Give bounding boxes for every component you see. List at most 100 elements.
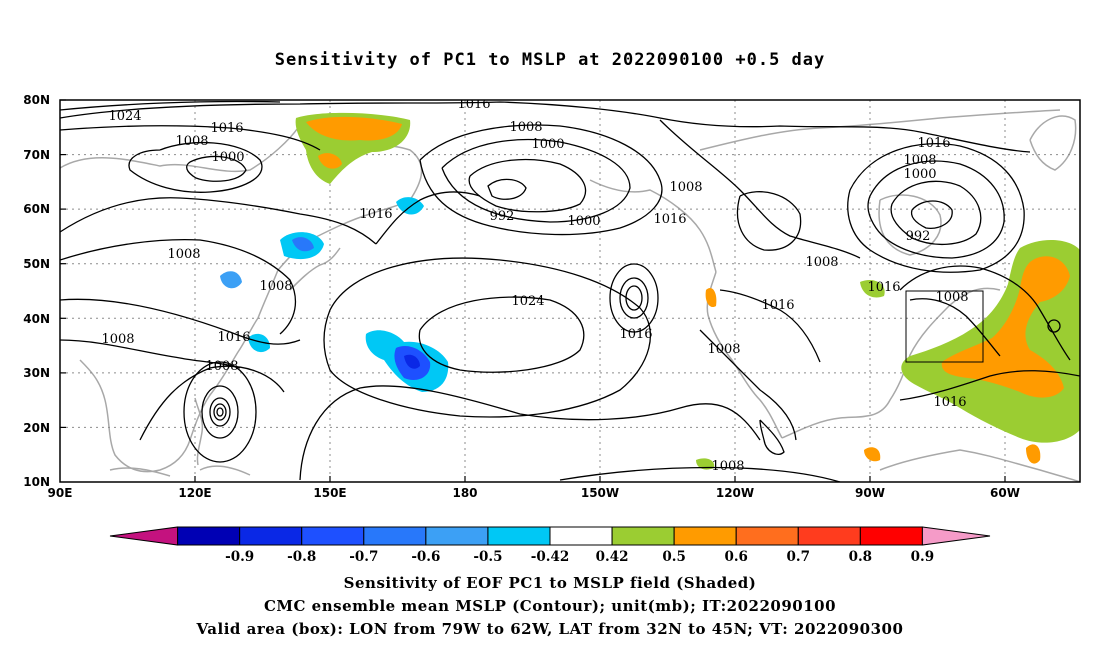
contour-label: 1000 [567, 214, 600, 229]
caption-line-1: Sensitivity of EOF PC1 to MSLP field (Sh… [343, 574, 757, 592]
contour-1016-baja [759, 419, 785, 455]
lat-label: 80N [23, 93, 50, 107]
positive-patch-east-siberia-core [306, 116, 402, 141]
contour-label: 1016 [653, 212, 686, 227]
colorbar-swatch [425, 526, 489, 546]
caption-line-2: CMC ensemble mean MSLP (Contour); unit(m… [263, 597, 837, 615]
colorbar-label: -0.7 [349, 549, 378, 565]
contour-pacific-low-1000 [441, 138, 631, 223]
colorbar-swatch [363, 526, 427, 546]
coastline-philippines [194, 397, 204, 466]
colorbar-label: -0.9 [225, 549, 254, 565]
contour-label: 1008 [205, 359, 238, 374]
colorbar-label: 0.42 [596, 549, 629, 565]
lon-label: 120W [716, 486, 754, 500]
colorbar-swatch [797, 526, 861, 546]
coastline-alaska [589, 179, 717, 273]
colorbar-label: -0.8 [287, 549, 316, 565]
coastline-japan [289, 247, 341, 291]
contour-1024-north [60, 100, 281, 111]
colorbar-swatch [487, 526, 551, 546]
lon-label: 120E [178, 486, 211, 500]
contour-label: 1008 [707, 342, 740, 357]
negative-patch-korea [248, 333, 270, 353]
lon-label: 180 [452, 486, 477, 500]
contour-1008-south [139, 365, 285, 441]
lat-label: 60N [23, 202, 50, 216]
colorbar-swatch [673, 526, 737, 546]
negative-patch-okhotsk-core [292, 237, 314, 252]
contour-1016-gulf [659, 119, 861, 259]
positive-patch-atlantic-south [860, 279, 885, 298]
colorbar-swatch-high [921, 526, 991, 546]
coastline-na-east [781, 287, 1001, 439]
contour-label: 1008 [805, 255, 838, 270]
contour-label: 1016 [917, 136, 950, 151]
contour-1016-north [60, 101, 1031, 153]
latitude-labels: 80N 70N 60N 50N 40N 30N 20N 10N [23, 93, 50, 489]
contour-1016-south [299, 385, 761, 481]
contour-1016-asia [60, 298, 301, 345]
contour-label: 1000 [211, 150, 244, 165]
colorbar-label: -0.6 [411, 549, 440, 565]
positive-patch-south-atlantic [1026, 444, 1041, 464]
contour-pacific-low-outer [419, 124, 663, 236]
colorbar-swatch [735, 526, 799, 546]
contour-1008-siberia [60, 239, 297, 335]
colorbar: -0.9 -0.8 -0.7 -0.6 -0.5 -0.42 0.42 0.5 0.6 0.7 0.… [109, 526, 991, 565]
contour-label: 1024 [511, 294, 544, 309]
contour-1008-west [128, 142, 263, 193]
colorbar-swatch [177, 526, 241, 546]
contour-label: 1016 [761, 298, 794, 313]
contour-1016-jpn [375, 191, 481, 245]
contour-label: 1016 [210, 121, 243, 136]
lat-label: 10N [23, 475, 50, 489]
lat-label: 50N [23, 257, 50, 271]
colorbar-label: 0.8 [849, 549, 873, 565]
contour-label: 1008 [259, 279, 292, 294]
contour-label: 1008 [101, 332, 134, 347]
contour-label: 1016 [217, 330, 250, 345]
contour-atlantic-low-inner [910, 200, 953, 229]
lat-label: 40N [23, 312, 50, 326]
contour-1016-atlantic [899, 265, 1071, 361]
lon-label: 90E [48, 486, 73, 500]
contour-atlantic-low-992 [890, 180, 982, 246]
lon-label: 150W [581, 486, 619, 500]
mslp-contours [60, 100, 1080, 482]
axis-ticks [60, 99, 1006, 482]
negative-patch-manchuria [220, 271, 242, 289]
contour-1024-high [418, 296, 585, 373]
negative-patch-pacific-inner [404, 354, 420, 369]
contour-1008-na [736, 191, 802, 251]
contour-1016-na-west [719, 289, 821, 363]
contour-atlantic-low-outer [847, 143, 1025, 273]
contour-label: 1016 [867, 280, 900, 295]
colorbar-label: 0.6 [724, 549, 748, 565]
coastline-arctic [699, 109, 1061, 151]
atlantic-high-ring [1047, 319, 1061, 333]
caption-line-3: Valid area (box): LON from 79W to 62W, L… [196, 620, 904, 638]
small-low-rings [609, 263, 659, 333]
lon-label: 60W [990, 486, 1020, 500]
lon-label: 150E [313, 486, 346, 500]
contour-label: 1000 [531, 137, 564, 152]
positive-patch-mexico [696, 458, 715, 470]
colorbar-swatch-low [109, 526, 179, 546]
contour-pacific-low-992 [468, 158, 586, 213]
positive-patch-siberia-small [318, 153, 342, 169]
colorbar-label: -0.42 [531, 549, 569, 565]
contour-label: 992 [490, 209, 515, 224]
contour-label: 1008 [935, 290, 968, 305]
coastline-south-america [879, 449, 1080, 482]
positive-patch-bc-coast [705, 287, 717, 308]
contour-1008-atlantic [909, 298, 1001, 357]
colorbar-swatch [549, 526, 613, 546]
sensitivity-shading [220, 112, 1080, 470]
lat-label: 30N [23, 366, 50, 380]
contour-1008-rockies [699, 329, 797, 441]
contour-1016-west [60, 125, 321, 151]
longitude-labels: 90E 120E 150E 180 150W 120W 90W 60W [48, 486, 1020, 500]
lat-label: 70N [23, 148, 50, 162]
